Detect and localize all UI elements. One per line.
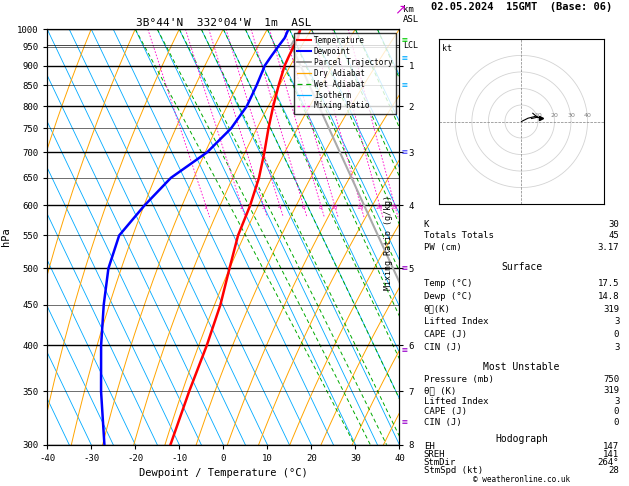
Text: Lifted Index: Lifted Index [424, 397, 488, 405]
Text: 2: 2 [240, 205, 243, 210]
Text: CAPE (J): CAPE (J) [424, 407, 467, 417]
Text: ≡: ≡ [401, 263, 408, 274]
Text: 319: 319 [603, 386, 619, 395]
Text: ≡: ≡ [401, 80, 408, 90]
Y-axis label: hPa: hPa [1, 227, 11, 246]
Text: Lifted Index: Lifted Index [424, 317, 488, 327]
Text: ≡: ≡ [401, 417, 408, 427]
Text: 6: 6 [301, 205, 305, 210]
Text: 3: 3 [614, 343, 619, 351]
Text: 141: 141 [603, 450, 619, 459]
Text: Pressure (mb): Pressure (mb) [424, 375, 494, 384]
Text: CIN (J): CIN (J) [424, 418, 461, 427]
Text: 3: 3 [614, 317, 619, 327]
Text: 750: 750 [603, 375, 619, 384]
Text: ↗: ↗ [394, 2, 406, 17]
Text: 0: 0 [614, 407, 619, 417]
Text: © weatheronline.co.uk: © weatheronline.co.uk [473, 474, 570, 484]
Text: 10: 10 [534, 113, 542, 118]
Text: 30: 30 [608, 220, 619, 229]
Text: SREH: SREH [424, 450, 445, 459]
Text: 15: 15 [357, 205, 364, 210]
Text: PW (cm): PW (cm) [424, 243, 461, 252]
Text: 3.17: 3.17 [598, 243, 619, 252]
Text: Surface: Surface [501, 261, 542, 272]
Text: ≡: ≡ [401, 147, 408, 157]
Text: Most Unstable: Most Unstable [483, 363, 560, 372]
Text: 147: 147 [603, 442, 619, 451]
Text: km
ASL: km ASL [403, 5, 419, 24]
X-axis label: Dewpoint / Temperature (°C): Dewpoint / Temperature (°C) [139, 469, 308, 478]
Title: 3B°44'N  332°04'W  1m  ASL: 3B°44'N 332°04'W 1m ASL [135, 18, 311, 28]
Text: θᴇ(K): θᴇ(K) [424, 305, 450, 314]
Text: 1: 1 [204, 205, 208, 210]
Text: 20: 20 [550, 113, 559, 118]
Text: Totals Totals: Totals Totals [424, 231, 494, 240]
Text: θᴇ (K): θᴇ (K) [424, 386, 456, 395]
Text: Dewp (°C): Dewp (°C) [424, 292, 472, 301]
Text: 0: 0 [614, 418, 619, 427]
Text: StmSpd (kt): StmSpd (kt) [424, 467, 483, 475]
Text: 30: 30 [567, 113, 575, 118]
Text: 02.05.2024  15GMT  (Base: 06): 02.05.2024 15GMT (Base: 06) [431, 2, 612, 13]
Text: 25: 25 [391, 205, 398, 210]
Text: ≡: ≡ [401, 35, 408, 45]
Text: 319: 319 [603, 305, 619, 314]
Text: 14.8: 14.8 [598, 292, 619, 301]
Text: 10: 10 [331, 205, 338, 210]
Legend: Temperature, Dewpoint, Parcel Trajectory, Dry Adiabat, Wet Adiabat, Isotherm, Mi: Temperature, Dewpoint, Parcel Trajectory… [294, 33, 396, 114]
Text: 0: 0 [614, 330, 619, 339]
Text: Temp (°C): Temp (°C) [424, 279, 472, 289]
Text: 40: 40 [584, 113, 591, 118]
Text: 3: 3 [614, 397, 619, 405]
Text: K: K [424, 220, 429, 229]
Text: kt: kt [442, 44, 452, 53]
Text: Hodograph: Hodograph [495, 434, 548, 444]
Text: 8: 8 [319, 205, 323, 210]
Text: 264°: 264° [598, 458, 619, 467]
Text: ≡: ≡ [401, 53, 408, 63]
Text: StmDir: StmDir [424, 458, 456, 467]
Text: 20: 20 [376, 205, 383, 210]
Text: LCL: LCL [403, 40, 418, 50]
Text: 3: 3 [262, 205, 265, 210]
Text: 28: 28 [608, 467, 619, 475]
Text: CIN (J): CIN (J) [424, 343, 461, 351]
Text: EH: EH [424, 442, 435, 451]
Text: 17.5: 17.5 [598, 279, 619, 289]
Text: 45: 45 [608, 231, 619, 240]
Text: CAPE (J): CAPE (J) [424, 330, 467, 339]
Text: ≡: ≡ [401, 345, 408, 355]
Text: Mixing Ratio (g/kg): Mixing Ratio (g/kg) [384, 195, 393, 291]
Text: 4: 4 [277, 205, 281, 210]
